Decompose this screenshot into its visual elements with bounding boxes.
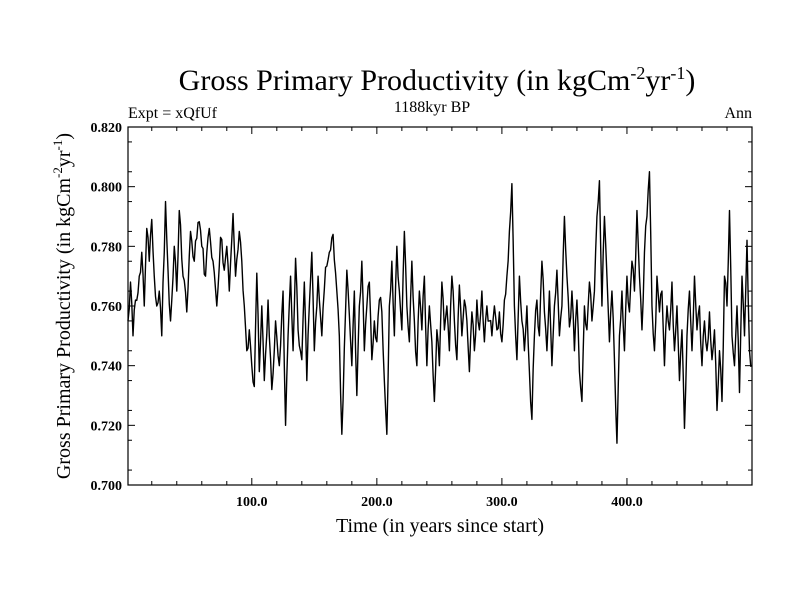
x-axis-ticks: 100.0 200.0 300.0 400.0 xyxy=(151,127,728,510)
chart-title: Gross Primary Productivity (in kgCm-2yr-… xyxy=(179,63,696,97)
subtitle-experiment: Expt = xQfUf xyxy=(128,105,218,122)
subtitle-period: 1188kyr BP xyxy=(394,99,470,116)
x-tick-label: 200.0 xyxy=(361,495,393,510)
x-tick-label: 400.0 xyxy=(611,495,643,510)
y-tick-label: 0.720 xyxy=(91,419,123,434)
x-tick-label: 100.0 xyxy=(236,495,268,510)
series-line-gpp xyxy=(127,171,753,444)
y-tick-label: 0.700 xyxy=(91,479,123,494)
y-axis-label: Gross Primary Productivity (in kgCm-2yr-… xyxy=(50,133,75,479)
x-tick-label: 300.0 xyxy=(486,495,518,510)
x-axis-label: Time (in years since start) xyxy=(336,515,544,537)
y-tick-label: 0.780 xyxy=(91,240,123,255)
y-tick-label: 0.760 xyxy=(91,300,123,315)
subtitle-season: Ann xyxy=(724,105,752,122)
y-tick-label: 0.820 xyxy=(91,121,123,136)
series-layer xyxy=(127,171,753,444)
y-tick-label: 0.740 xyxy=(91,360,123,375)
y-tick-label: 0.800 xyxy=(91,181,123,196)
